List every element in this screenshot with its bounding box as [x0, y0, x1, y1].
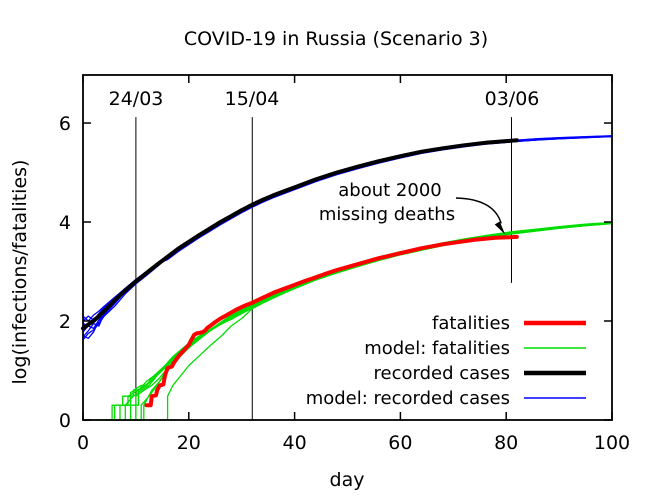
annotation-arrow-head	[494, 221, 506, 235]
series-model-recorded-cases-run-1	[82, 135, 613, 339]
plot-area	[81, 74, 613, 421]
x-tick-label: 40	[283, 432, 307, 454]
annotation-line-1: about 2000	[338, 180, 441, 201]
legend-label-recorded-cases: recorded cases	[374, 363, 510, 384]
vline-label-1: 15/04	[225, 88, 280, 110]
y-tick-label: 2	[59, 311, 71, 333]
vline-label-2: 03/06	[485, 88, 540, 110]
series-model-recorded-cases-run-5	[82, 135, 613, 322]
series-model-recorded-cases-run-6	[82, 135, 613, 322]
series-recorded-cases-line	[81, 138, 519, 331]
y-tick-label: 0	[59, 410, 71, 432]
series-model-recorded-cases-run-2	[82, 135, 613, 333]
legend-label-model-fatalities: model: fatalities	[364, 338, 510, 359]
x-tick-label: 20	[177, 432, 201, 454]
series-model-recorded-cases-run-3	[82, 135, 613, 330]
y-tick-label: 6	[59, 113, 71, 135]
chart-title: COVID-19 in Russia (Scenario 3)	[184, 28, 488, 50]
plot-border	[82, 74, 613, 421]
y-tick-label: 4	[59, 212, 71, 234]
series-model-recorded-cases-run-7	[82, 135, 613, 338]
x-axis-label: day	[330, 469, 365, 491]
x-tick-label: 100	[594, 432, 630, 454]
x-tick-label: 60	[388, 432, 412, 454]
vline-label-0: 24/03	[109, 88, 164, 110]
x-tick-label: 0	[77, 432, 89, 454]
series-fatalities-line	[144, 234, 519, 408]
series-model-recorded-cases-run-0	[82, 135, 613, 341]
legend-label-model-recorded-cases: model: recorded cases	[306, 388, 510, 409]
legend-label-fatalities: fatalities	[432, 313, 510, 334]
tick-labels: 0 20 40 60 80 100 0 2 4 6	[59, 113, 630, 454]
x-tick-label: 80	[494, 432, 518, 454]
annotation-line-2: missing deaths	[319, 204, 455, 225]
annotation-arrow-shaft	[455, 197, 502, 224]
y-axis-label: log(infections/fatalities)	[9, 160, 31, 385]
